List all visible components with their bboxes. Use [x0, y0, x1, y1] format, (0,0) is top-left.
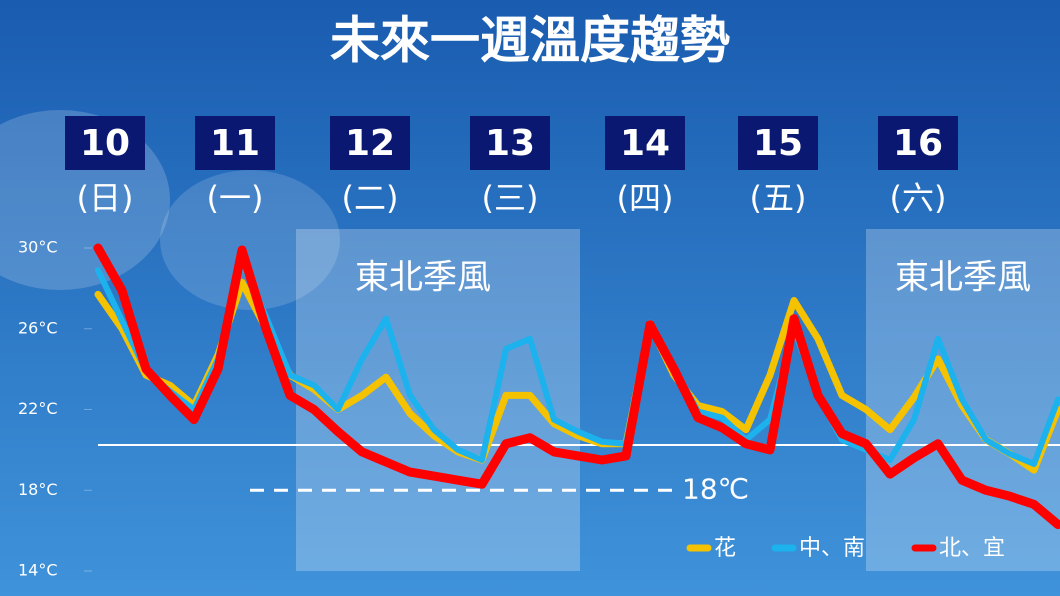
day-box	[738, 116, 818, 170]
day-weekday: (六)	[890, 179, 947, 217]
day-box	[195, 116, 275, 170]
day-date: 10	[80, 123, 130, 164]
cloud	[160, 170, 340, 310]
day-date: 15	[753, 123, 803, 164]
day-date: 14	[620, 123, 670, 164]
day-box	[65, 116, 145, 170]
day-weekday: (日)	[77, 179, 134, 217]
y-tick-label: 26°C	[18, 318, 58, 337]
y-tick-label: 18°C	[18, 480, 58, 499]
day-weekday: (三)	[482, 179, 539, 217]
region-label: 東北季風	[355, 258, 491, 298]
legend-label: 北、宜	[939, 536, 1005, 561]
series-line	[93, 243, 1060, 530]
region-label: 東北季風	[895, 258, 1031, 298]
day-weekday: (一)	[207, 179, 264, 217]
y-tick-label: 30°C	[18, 238, 58, 257]
day-box	[330, 116, 410, 170]
day-weekday: (四)	[617, 179, 674, 217]
legend-label: 花	[714, 536, 736, 561]
day-date: 11	[210, 123, 260, 164]
day-box	[878, 116, 958, 170]
day-box	[470, 116, 550, 170]
legend-label: 中、南	[799, 536, 865, 561]
day-date: 16	[893, 123, 943, 164]
chart-title: 未來一週溫度趨勢	[330, 12, 730, 70]
day-weekday: (五)	[750, 179, 807, 217]
day-date: 12	[345, 123, 395, 164]
annotation-label: 18℃	[682, 472, 749, 505]
y-tick-label: 14°C	[18, 561, 58, 580]
y-tick-label: 22°C	[18, 399, 58, 418]
day-box	[605, 116, 685, 170]
day-weekday: (二)	[342, 179, 399, 217]
day-date: 13	[485, 123, 535, 164]
